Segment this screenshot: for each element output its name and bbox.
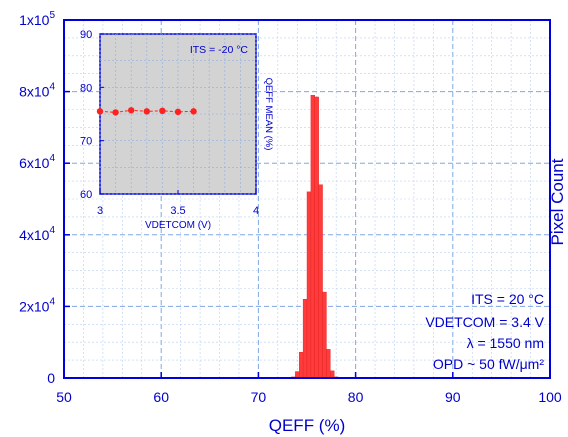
inset-annotation: ITS = -20 °C [190,44,249,56]
inset-y-tick-label: 70 [80,136,92,148]
inset-x-tick-label: 3.5 [170,205,185,217]
histogram-bar [302,299,308,379]
main-x-ticks: 50 60 70 80 90 100 [56,372,562,405]
histogram-bar [318,184,323,379]
x-tick-label: 100 [538,389,562,405]
y-tick-label: 8x104 [19,82,55,100]
annotation-wavelength: λ = 1550 nm [467,335,544,351]
inset-data-point [96,108,104,115]
histogram-bar [330,370,335,379]
y-tick-label: 6x104 [19,153,55,171]
inset-x-tick-label: 4 [253,205,259,217]
inset-data-point [128,107,135,114]
main-y-ticks: 0 2x104 4x104 6x104 8x104 1x105 [19,10,70,386]
x-tick-label: 70 [251,389,267,405]
x-tick-label: 80 [348,389,364,405]
main-plot-frame [63,19,551,379]
histogram-bar [314,96,319,379]
y-tick-label: 1x105 [19,10,55,28]
main-y-axis-label: Pixel Count [548,158,567,245]
inset-x-axis-label: VDETCOM (V) [145,220,211,231]
inset-ticks: 3 3.5 4 60 70 80 90 [80,29,259,217]
inset-data-point [159,107,166,115]
annotation-opd: OPD ~ 50 fW/μm² [433,356,544,372]
x-tick-label: 90 [445,389,461,405]
histogram-bar [310,94,315,379]
inset-data-point [190,108,197,115]
x-tick-label: 50 [56,389,72,405]
inset-data-points [96,107,197,116]
inset-y-axis-label: QEFF MEAN (%) [263,78,274,151]
inset-y-tick-label: 90 [80,29,92,41]
inset-data-point [143,108,150,115]
main-x-axis-label: QEFF (%) [269,416,346,435]
inset-data-point [174,108,182,116]
y-tick-label: 0 [47,370,55,386]
histogram-bar [299,352,304,379]
inset-x-tick-label: 3 [97,205,103,217]
inset-y-tick-label: 80 [80,82,92,94]
inset-y-tick-label: 60 [80,189,92,201]
y-tick-label: 2x104 [19,296,55,314]
condition-annotations: ITS = 20 °C VDETCOM = 3.4 V λ = 1550 nm … [425,291,544,372]
histogram-bar [326,349,331,379]
histogram-bar [322,291,327,379]
x-tick-label: 60 [153,389,169,405]
histogram-bars [291,94,339,379]
inset-data-point [112,109,119,116]
annotation-vdetcom: VDETCOM = 3.4 V [425,314,544,330]
y-tick-label: 4x104 [19,225,55,243]
annotation-its: ITS = 20 °C [471,291,544,307]
histogram-bar [306,191,312,379]
